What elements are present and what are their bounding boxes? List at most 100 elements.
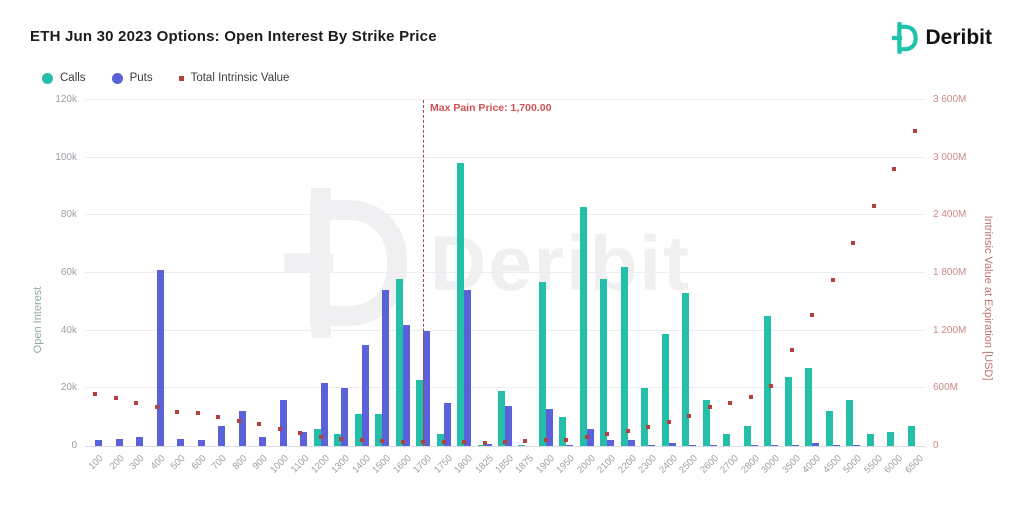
- left-axis-tick: 60k: [60, 267, 77, 278]
- put-bar: [648, 444, 655, 446]
- intrinsic-value-dot: [913, 128, 917, 133]
- intrinsic-value-dot: [401, 439, 405, 444]
- x-axis-tick-label: 100: [86, 453, 106, 472]
- intrinsic-value-dot: [93, 392, 97, 397]
- intrinsic-value-dot: [687, 413, 691, 418]
- legend-item-calls[interactable]: Calls: [42, 72, 86, 84]
- intrinsic-value-dot: [483, 440, 487, 445]
- intrinsic-value-dot: [216, 415, 220, 420]
- x-axis-tick-label: 500: [168, 453, 188, 472]
- x-axis-tick-label: 1200: [309, 453, 332, 476]
- put-bar: [566, 444, 573, 446]
- put-bar: [280, 399, 287, 446]
- put-bar: [423, 330, 430, 446]
- intrinsic-value-dot: [360, 438, 364, 443]
- intrinsic-value-dot: [585, 435, 589, 440]
- deribit-logo[interactable]: Deribit: [890, 22, 992, 54]
- put-bar: [607, 440, 614, 446]
- call-bar: [600, 278, 607, 446]
- x-axis-tick-label: 600: [189, 453, 209, 472]
- intrinsic-value-dot: [667, 419, 671, 424]
- intrinsic-value-dot: [503, 439, 507, 444]
- x-axis-tick-label: 1600: [391, 453, 414, 476]
- x-axis-tick-label: 6500: [903, 453, 926, 476]
- max-pain-line: [423, 100, 424, 446]
- call-bar: [846, 399, 853, 446]
- call-bar: [518, 444, 525, 446]
- intrinsic-value-dot: [544, 438, 548, 443]
- x-axis-tick-label: 1700: [411, 453, 434, 476]
- deribit-logo-icon: [892, 22, 919, 54]
- intrinsic-value-dot: [114, 395, 118, 400]
- call-bar: [375, 414, 382, 446]
- call-bar: [539, 281, 546, 446]
- call-bar: [744, 425, 751, 446]
- put-bar: [546, 408, 553, 446]
- left-axis-tick: 120k: [55, 94, 77, 105]
- intrinsic-value-dot: [728, 401, 732, 406]
- intrinsic-value-dot: [790, 347, 794, 352]
- x-axis-tick-label: 1500: [370, 453, 393, 476]
- x-axis-tick-label: 6000: [882, 453, 905, 476]
- put-bar: [198, 440, 205, 446]
- call-bar: [437, 434, 444, 446]
- put-bar: [669, 443, 676, 446]
- x-axis-tick-label: 1950: [554, 453, 577, 476]
- put-bar: [362, 345, 369, 446]
- right-axis-tick: 1 200M: [933, 324, 967, 336]
- call-bar: [723, 434, 730, 446]
- plot-area: Max Pain Price: 1,700.00: [85, 99, 925, 447]
- put-bar: [485, 443, 492, 446]
- put-bar: [771, 444, 778, 446]
- x-axis-tick-label: 700: [209, 453, 229, 472]
- put-bar: [853, 445, 860, 446]
- intrinsic-value-dot: [872, 203, 876, 208]
- call-bar: [355, 414, 362, 446]
- intrinsic-value-dot: [892, 167, 896, 172]
- put-bar: [505, 405, 512, 446]
- x-axis-tick-label: 3000: [759, 453, 782, 476]
- call-bar: [314, 428, 321, 446]
- x-axis-tick-label: 1875: [513, 453, 536, 476]
- left-axis-tick: 100k: [55, 151, 77, 163]
- put-bar: [751, 445, 758, 446]
- intrinsic-value-dot: [831, 277, 835, 282]
- grid-line: [85, 214, 925, 216]
- intrinsic-value-dot: [155, 404, 159, 409]
- put-bar: [792, 445, 799, 446]
- x-axis-tick-label: 2400: [657, 453, 680, 476]
- x-axis-tick-label: 2300: [636, 453, 659, 476]
- call-bar: [867, 434, 874, 446]
- x-axis-tick-label: 1100: [288, 453, 311, 476]
- intrinsic-value-dot: [298, 430, 302, 435]
- put-bar: [833, 444, 840, 446]
- intrinsic-value-dot: [339, 436, 343, 441]
- intrinsic-value-dot: [523, 439, 527, 443]
- x-axis-tick-label: 1900: [534, 453, 557, 476]
- intrinsic-value-dot: [175, 409, 179, 414]
- grid-line: [85, 156, 925, 158]
- legend-item-puts[interactable]: Puts: [111, 72, 153, 84]
- x-axis-tick-label: 4000: [800, 453, 823, 476]
- circle-marker-icon: [111, 72, 123, 84]
- intrinsic-value-dot: [257, 422, 261, 427]
- legend-item-total-intrinsic-value[interactable]: Total Intrinsic Value: [178, 72, 289, 84]
- intrinsic-value-dot: [708, 404, 712, 409]
- grid-line: [85, 272, 925, 273]
- put-bar: [464, 290, 471, 446]
- right-axis-tick: 600M: [933, 382, 959, 394]
- x-axis-tick-label: 2000: [575, 453, 598, 476]
- left-axis-tick: 80k: [60, 209, 77, 221]
- x-axis-tick-label: 1000: [268, 453, 291, 476]
- intrinsic-value-dot: [319, 434, 323, 439]
- put-bar: [239, 411, 246, 446]
- intrinsic-value-dot: [605, 432, 609, 437]
- x-axis-tick-label: 200: [107, 453, 127, 472]
- intrinsic-value-dot: [380, 438, 384, 443]
- x-axis-tick-label: 1800: [452, 453, 475, 476]
- put-bar: [341, 388, 348, 446]
- x-axis-tick-label: 1750: [432, 453, 455, 476]
- x-axis-tick-label: 2100: [595, 453, 618, 476]
- intrinsic-value-dot: [462, 440, 466, 445]
